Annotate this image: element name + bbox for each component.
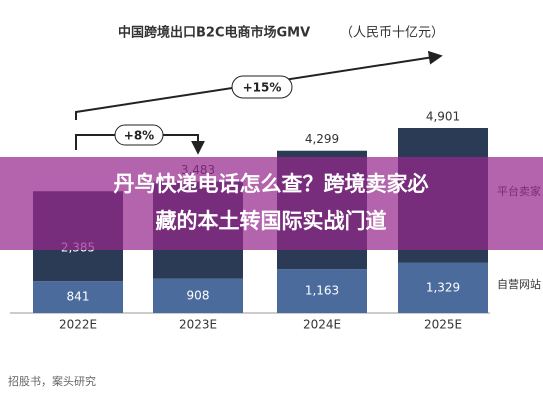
total-label: 4,901 [426, 110, 460, 124]
source: 招股书，案头研究 [8, 374, 96, 388]
total-label: 4,299 [305, 132, 339, 146]
banner [0, 157, 543, 250]
annotation-box [231, 75, 293, 99]
bar-segment [398, 262, 488, 313]
x-tick-label: 2024E [303, 318, 341, 332]
growth-arrow [75, 50, 443, 120]
x-tick-label: 2023E [179, 318, 217, 332]
bar-segment [33, 281, 123, 313]
annotation: +8% [124, 129, 154, 143]
bar-segment [277, 269, 367, 313]
bar-segment [153, 278, 243, 313]
annotation: +15% [243, 81, 282, 95]
legend-label: 自营网站 [497, 277, 541, 291]
data-label: 1,163 [305, 284, 339, 298]
chart-subtitle: （人民币十亿元） [340, 26, 444, 41]
x-tick-label: 2022E [59, 318, 97, 332]
x-tick-label: 2025E [424, 318, 462, 332]
data-label: 1,329 [426, 280, 460, 294]
data-label: 841 [67, 290, 90, 304]
chart-title: 中国跨境出口B2C电商市场GMV [118, 25, 310, 41]
data-label: 908 [187, 288, 210, 302]
banner-text: 丹鸟快递电话怎么查？跨境卖家必 [114, 172, 429, 196]
annotation-box [114, 124, 164, 146]
banner-text: 藏的本土转国际实战门道 [156, 209, 387, 233]
